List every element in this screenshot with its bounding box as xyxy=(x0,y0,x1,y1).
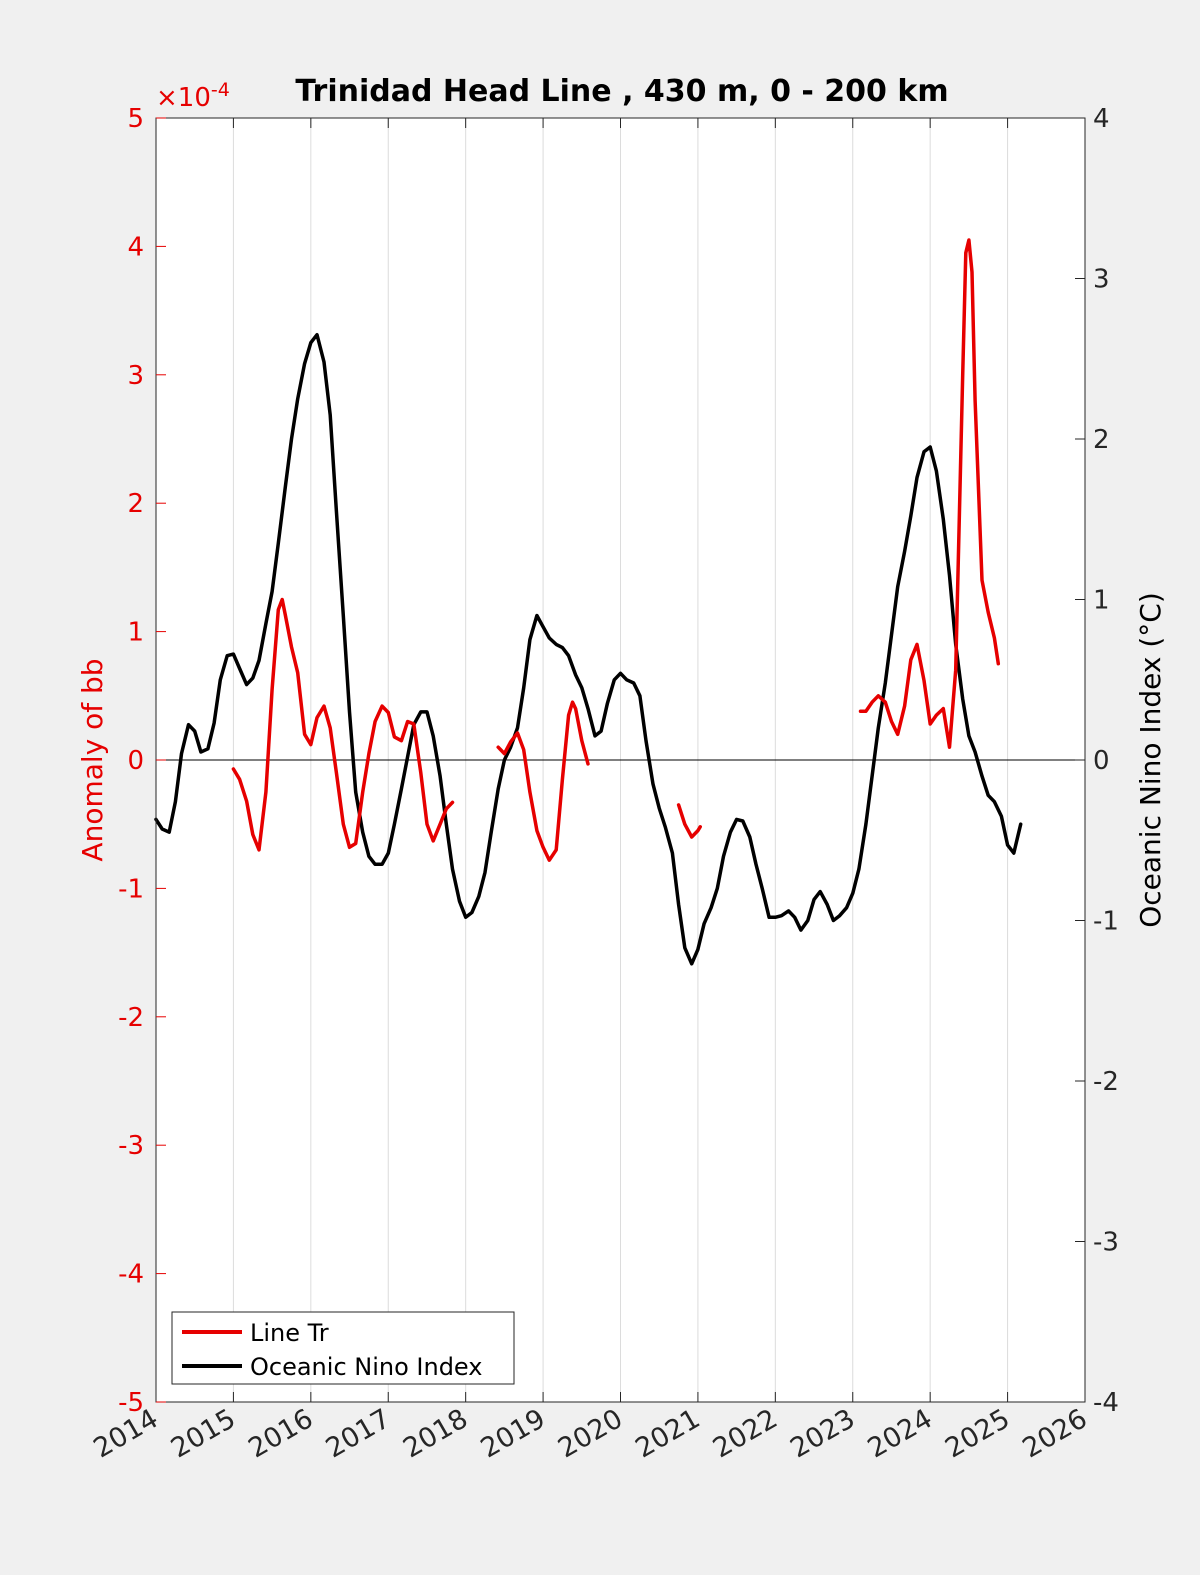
y-right-tick-label-4: 4 xyxy=(1093,104,1110,134)
y-left-tick-label--2: -2 xyxy=(118,1003,144,1033)
y-left-tick-label-3: 3 xyxy=(127,361,144,391)
y-left-label: Anomaly of bb xyxy=(76,658,109,861)
y-right-tick-label-1: 1 xyxy=(1093,586,1110,616)
y-right-tick-label--3: -3 xyxy=(1093,1228,1119,1258)
series-line-tr-segment-2 xyxy=(676,803,702,839)
series-line-oni xyxy=(154,332,1023,966)
y-left-tick-label-4: 4 xyxy=(127,232,144,262)
y-left-tick-label--5: -5 xyxy=(118,1388,144,1418)
y-right-tick-label-0: 0 xyxy=(1093,746,1110,776)
y-right-tick-label--2: -2 xyxy=(1093,1067,1119,1097)
legend-label-oni: Oceanic Nino Index xyxy=(250,1353,482,1381)
y-left-tick-label--4: -4 xyxy=(118,1260,144,1290)
y-right-tick-label--4: -4 xyxy=(1093,1388,1119,1418)
y-left-exponent: ×10-4 xyxy=(156,79,230,113)
series-line-tr-segment-1 xyxy=(496,700,590,862)
y-left-tick-label-0: 0 xyxy=(127,746,144,776)
chart-title: Trinidad Head Line , 430 m, 0 - 200 km xyxy=(295,74,948,109)
series-line-tr-segment-3 xyxy=(858,238,1001,749)
y-right-tick-label-2: 2 xyxy=(1093,425,1110,455)
y-left-tick-label--1: -1 xyxy=(118,874,144,904)
y-left-tick-label-1: 1 xyxy=(127,618,144,648)
y-right-tick-label--1: -1 xyxy=(1093,907,1119,937)
y-right-label: Oceanic Nino Index (°C) xyxy=(1134,592,1167,928)
y-left-tick-label-2: 2 xyxy=(127,489,144,519)
series-layer xyxy=(154,238,1023,966)
legend: Line Tr Oceanic Nino Index xyxy=(171,1311,515,1385)
y-left-tick-label-5: 5 xyxy=(127,104,144,134)
legend-box xyxy=(171,1311,515,1385)
y-right-tick-label-3: 3 xyxy=(1093,265,1110,295)
y-left-tick-label--3: -3 xyxy=(118,1131,144,1161)
series-line-tr-segment-0 xyxy=(231,597,455,852)
legend-label-line-tr: Line Tr xyxy=(250,1319,329,1347)
